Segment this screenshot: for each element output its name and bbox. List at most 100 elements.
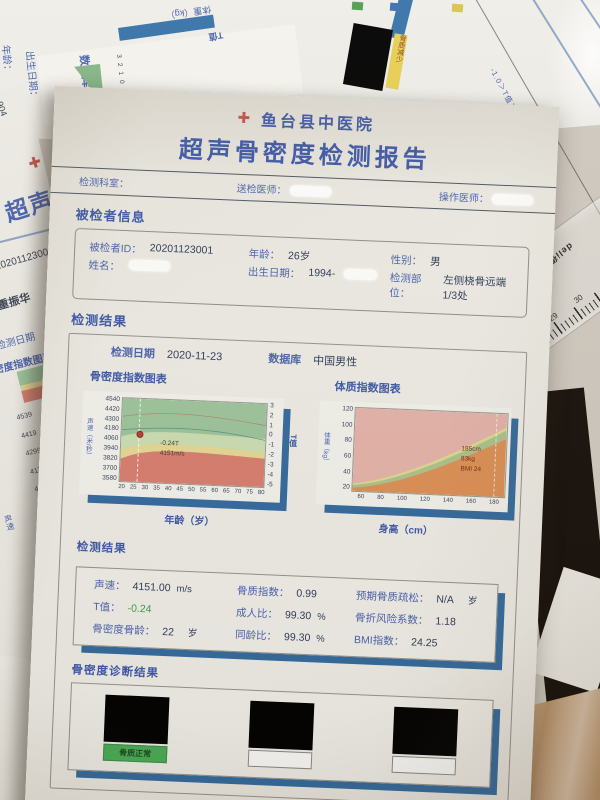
- redaction-blob: [491, 193, 534, 207]
- tick-label: -2: [267, 451, 275, 459]
- result-bone-index: 骨质指数： 0.99: [237, 583, 357, 603]
- patient-age-field: 年龄： 26岁: [248, 246, 391, 267]
- bmi-chart: 体重（kg） 120 100 80 60 40 20 185cm 83kg: [316, 400, 512, 513]
- result-label: 骨质指数：: [236, 585, 290, 600]
- tick-label: 4180: [104, 424, 119, 433]
- bmi-annotation: 185cm 83kg BMI 24: [460, 444, 482, 475]
- hospital-name: 鱼台县中医院: [260, 112, 376, 135]
- result-fracture-risk: 骨折风险系数： 1.18: [355, 610, 490, 631]
- bone-figure-reduced: [247, 700, 314, 770]
- dept-label: 检测科室：: [78, 177, 130, 191]
- patient-dob-label: 出生日期：: [247, 266, 301, 281]
- patient-info-box: 被检者ID： 20201123001 年龄： 26岁 性别： 男 姓名： 出生日期： 1…: [72, 227, 530, 318]
- bmd-y2label: T值: [288, 434, 298, 448]
- tick-label: 0: [268, 431, 273, 439]
- bone-texture-image: [392, 706, 459, 757]
- diagnosis-box: 骨质正常: [67, 682, 494, 788]
- tick-label: 3580: [102, 473, 117, 482]
- tick-label: 3: [115, 54, 123, 59]
- bmd-chart: 声速（米/秒） 4540 4420 4300 4180 4060 3940 3820 3700…: [78, 390, 298, 503]
- bmd-yticks: 4540 4420 4300 4180 4060 3940 3820 3700 3580: [92, 395, 122, 482]
- bone-figure-osteoporosis: [391, 706, 459, 776]
- bmd-zones: [119, 398, 268, 488]
- result-unit: 岁: [187, 628, 198, 640]
- result-label: 成人比：: [235, 607, 279, 621]
- tick-label: 4300: [104, 414, 120, 423]
- result-label: T值：: [92, 601, 121, 615]
- tick-label: 120: [342, 405, 354, 413]
- tick-label: -4: [267, 470, 274, 479]
- result-t-value: T值： -0.24: [93, 599, 236, 620]
- tick-label: 80: [257, 489, 265, 497]
- result-unit: %: [316, 611, 326, 623]
- tick-label: -1: [268, 441, 275, 449]
- tick-label: 2: [269, 412, 274, 420]
- tick-label: 20: [118, 484, 126, 491]
- tick-label: 80: [377, 494, 384, 502]
- tick-label: 35: [153, 485, 160, 492]
- operator-label: 操作医师：: [438, 192, 490, 206]
- tick-label: 60: [343, 452, 352, 460]
- charts-row: 声速（米/秒） 4540 4420 4300 4180 4060 3940 3820 3700…: [78, 390, 512, 513]
- bg-age-label: 年龄：: [0, 44, 14, 76]
- patient-id-label: 被检者ID：: [89, 241, 142, 256]
- referrer-label: 送检医师：: [236, 183, 287, 197]
- patient-age-value: 26岁: [287, 249, 311, 263]
- referrer-field: 送检医师：: [236, 180, 332, 199]
- bmi-annotation-height: 185cm: [461, 444, 481, 453]
- result-value: 1.18: [435, 615, 457, 629]
- tick-label: 4060: [103, 434, 119, 443]
- result-label: BMI指数：: [353, 634, 405, 649]
- bmd-annotation: -0.24T 4151m/s: [159, 439, 185, 460]
- results-box: 检测日期 2020-11-23 数据库 中国男性 骨密度指数图表 体质指数图表 …: [49, 332, 528, 800]
- bmi-annotation-bmi: BMI 24: [460, 464, 482, 473]
- patient-name-field: 姓名：: [88, 258, 249, 295]
- tick-label: 50: [187, 486, 195, 494]
- redaction-blob: [127, 259, 171, 272]
- patient-site-value: 左侧桡骨远端1/3处: [442, 274, 507, 303]
- tick-label: 55: [199, 487, 207, 494]
- bone-texture-image: [103, 694, 170, 745]
- operator-field: 操作医师：: [439, 188, 534, 207]
- bmi-chart-title: 体质指数图表: [334, 380, 401, 396]
- database-label: 数据库: [267, 353, 302, 367]
- tick-label: 45: [176, 486, 184, 493]
- tick-label: 65: [222, 488, 230, 495]
- result-expected-osteoporosis: 预期骨质疏松： N/A 岁: [356, 588, 491, 609]
- tick-label: 4420: [104, 405, 120, 413]
- tick-label: 80: [344, 436, 352, 445]
- tick-label: 100: [341, 420, 353, 429]
- bg-tvalue-label: T值: [207, 30, 224, 43]
- patient-dob-value: 1994-: [308, 266, 336, 280]
- bg-icon-green: [351, 1, 364, 11]
- result-value: 22: [161, 625, 175, 639]
- result-unit: m/s: [176, 583, 193, 596]
- tick-label: 100: [396, 495, 407, 503]
- result-value: 99.30: [283, 631, 311, 645]
- test-date-label: 检测日期: [110, 346, 156, 361]
- result-label: 骨折风险系数：: [354, 612, 429, 628]
- result-bmi: BMI指数： 24.25: [354, 632, 489, 653]
- bg-bone-image: [342, 22, 394, 92]
- tick-label: 40: [164, 485, 172, 493]
- tick-label: 0: [117, 79, 126, 85]
- tick-label: -5: [266, 480, 273, 488]
- tick-label: 40: [343, 468, 351, 476]
- result-value: 0.99: [296, 587, 318, 601]
- tick-label: 4540: [105, 395, 121, 403]
- report-sheet: ✚ 鱼台县中医院 超声骨密度检测报告 检测科室： 送检医师： 操作医师： 被检者…: [23, 86, 560, 800]
- result-label: 同龄比：: [234, 629, 278, 643]
- tick-label: 70: [234, 488, 242, 496]
- bmd-chart-title: 骨密度指数图表: [89, 370, 168, 386]
- tick-label: 60: [357, 494, 365, 501]
- hospital-logo-icon: ✚: [237, 109, 254, 128]
- tick-label: 25: [129, 484, 137, 491]
- patient-age-label: 年龄：: [248, 248, 281, 262]
- bg-icon-yellow: [451, 3, 464, 13]
- bmi-plot-area: 185cm 83kg BMI 24: [351, 406, 509, 499]
- bmi-xlabel: 身高（cm）: [378, 523, 434, 538]
- bmi-zones: [352, 407, 508, 498]
- bone-label-empty: [391, 755, 457, 776]
- tick-label: 4419: [20, 429, 38, 440]
- tick-label: 3700: [102, 464, 118, 472]
